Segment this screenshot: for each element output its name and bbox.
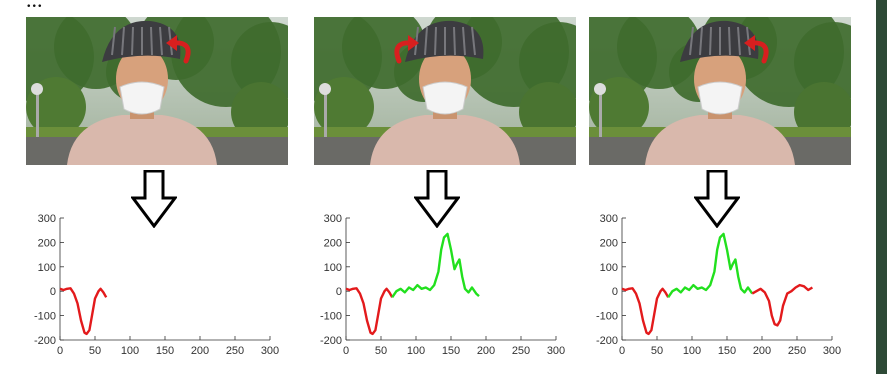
series-line-0: [59, 287, 108, 336]
rotation-arrow-icon: [166, 35, 191, 64]
x-tick-label: 200: [191, 345, 209, 357]
page-edge-bar: [876, 0, 887, 374]
x-tick-label: 200: [753, 345, 771, 357]
rotation-signal-chart-3: -200 -100 0 100 200 300 0 50 100 150 200 250 300: [590, 212, 841, 362]
x-tick-label: 300: [261, 345, 279, 357]
cyclist-photo-1: [26, 17, 288, 165]
series-line-1: [391, 232, 480, 298]
y-tick-label: 100: [324, 262, 342, 274]
chart-svg: -200 -100 0 100 200 300 0 50 100 150 200 250 300: [596, 213, 841, 357]
x-tick-label: 200: [477, 345, 495, 357]
cyclist-photo-3: [589, 17, 851, 165]
photo-illustration: [26, 17, 288, 165]
x-tick-label: 100: [121, 345, 139, 357]
y-tick-label: 300: [38, 213, 56, 225]
y-tick-label: 100: [38, 262, 56, 274]
y-tick-label: 100: [600, 262, 618, 274]
x-tick-label: 50: [89, 345, 101, 357]
y-tick-label: 0: [612, 286, 618, 298]
x-tick-label: 50: [651, 345, 663, 357]
y-tick-label: 200: [600, 237, 618, 249]
x-tick-label: 0: [619, 345, 625, 357]
y-tick-label: 200: [324, 237, 342, 249]
x-tick-label: 150: [718, 345, 736, 357]
rotation-signal-chart-2: -200 -100 0 100 200 300 0 50 100 150 200 250 300: [314, 212, 565, 362]
x-tick-label: 150: [156, 345, 174, 357]
rotation-arrow-icon: [394, 35, 419, 64]
y-tick-label: -100: [34, 311, 56, 323]
down-arrow-icon: [413, 169, 461, 229]
x-tick-label: 300: [823, 345, 841, 357]
down-arrow-icon: [130, 169, 178, 229]
series-line-0: [345, 287, 394, 336]
x-tick-label: 100: [407, 345, 425, 357]
x-tick-label: 50: [375, 345, 387, 357]
y-tick-label: 300: [600, 213, 618, 225]
x-tick-label: 250: [512, 345, 530, 357]
x-tick-label: 150: [442, 345, 460, 357]
caption-fragment: ...: [26, 0, 43, 13]
x-tick-label: 250: [788, 345, 806, 357]
x-tick-label: 0: [343, 345, 349, 357]
y-tick-label: 200: [38, 237, 56, 249]
cyclist-photo-2: [314, 17, 576, 165]
series-line-2: [751, 283, 814, 327]
x-tick-label: 100: [683, 345, 701, 357]
y-tick-label: 0: [50, 286, 56, 298]
series-line-1: [667, 232, 754, 298]
x-tick-label: 0: [57, 345, 63, 357]
x-tick-label: 300: [547, 345, 565, 357]
x-tick-label: 250: [226, 345, 244, 357]
photo-illustration: [314, 17, 576, 165]
y-tick-label: -200: [34, 335, 56, 347]
y-tick-label: 0: [336, 286, 342, 298]
y-tick-label: -200: [320, 335, 342, 347]
y-tick-label: -200: [596, 335, 618, 347]
chart-svg: -200 -100 0 100 200 300 0 50 100 150 200 250 300: [34, 213, 279, 357]
y-tick-label: -100: [596, 311, 618, 323]
photo-illustration: [589, 17, 851, 165]
y-tick-label: -100: [320, 311, 342, 323]
y-tick-label: 300: [324, 213, 342, 225]
series-line-0: [621, 287, 670, 336]
rotation-arrow-icon: [744, 35, 769, 64]
chart-svg: -200 -100 0 100 200 300 0 50 100 150 200 250 300: [320, 213, 565, 357]
down-arrow-icon: [693, 169, 741, 229]
rotation-signal-chart-1: -200 -100 0 100 200 300 0 50 100 150 200 250 300: [28, 212, 279, 362]
